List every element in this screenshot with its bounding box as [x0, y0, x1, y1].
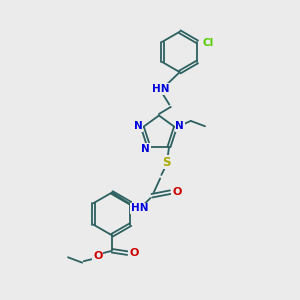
Text: Cl: Cl [203, 38, 214, 48]
Text: O: O [172, 187, 182, 197]
Text: HN: HN [130, 203, 148, 213]
Text: O: O [93, 251, 102, 261]
Text: N: N [134, 121, 142, 131]
Text: O: O [129, 248, 139, 258]
Text: N: N [176, 121, 184, 131]
Text: S: S [162, 156, 171, 169]
Text: N: N [141, 144, 150, 154]
Text: HN: HN [152, 84, 169, 94]
